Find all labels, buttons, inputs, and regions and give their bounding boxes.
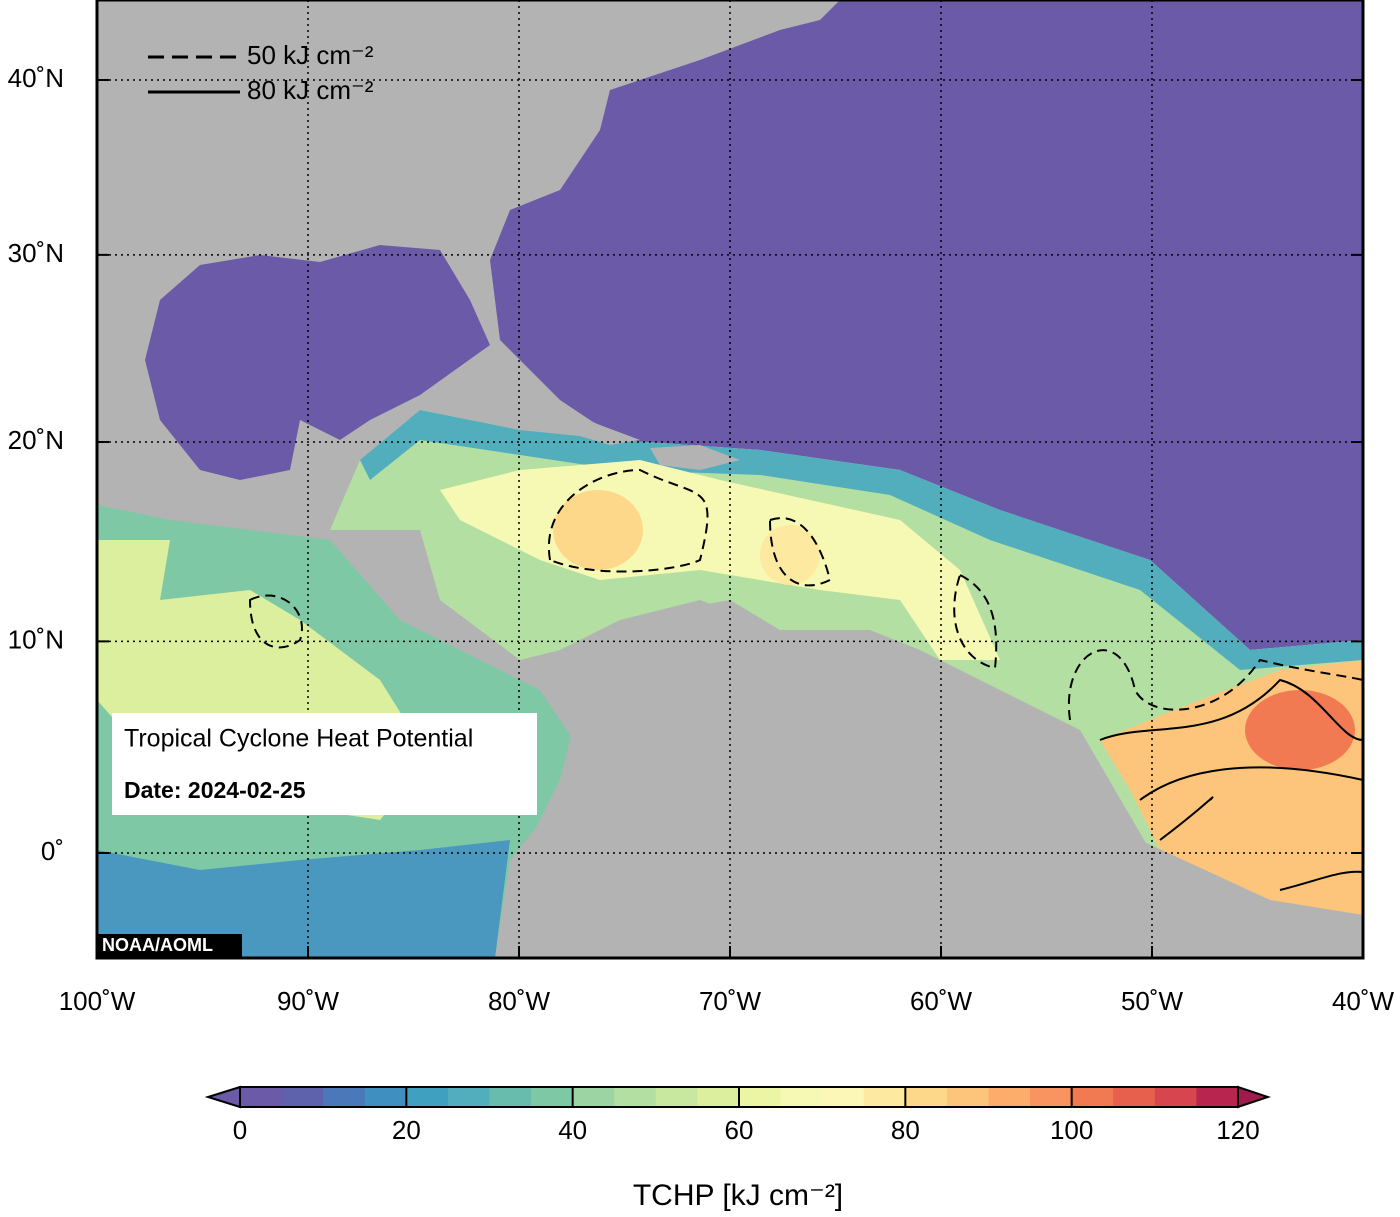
colorbar-tick-label: 20: [392, 1115, 421, 1145]
x-tick-label: 100˚W: [59, 986, 136, 1016]
y-tick-label: 40˚N: [8, 63, 64, 93]
warm-core: [760, 525, 820, 585]
guiana-core: [1245, 690, 1355, 770]
y-tick-label: 30˚N: [8, 238, 64, 268]
gulf-of-mexico: [145, 245, 490, 480]
colorbar-bin: [240, 1087, 283, 1107]
colorbar-bin: [531, 1087, 574, 1107]
colorbar-bin: [988, 1087, 1031, 1107]
colorbar-bin: [323, 1087, 366, 1107]
colorbar-bin: [1196, 1087, 1239, 1107]
map-title: Tropical Cyclone Heat Potential: [124, 725, 473, 753]
colorbar-tick-label: 100: [1050, 1115, 1093, 1145]
x-tick-label: 90˚W: [277, 986, 340, 1016]
colorbar-tick-label: 120: [1216, 1115, 1259, 1145]
colorbar-tick-label: 80: [891, 1115, 920, 1145]
colorbar-bin: [822, 1087, 865, 1107]
colorbar-bin: [1154, 1087, 1197, 1107]
y-tick-label: 10˚N: [8, 624, 64, 654]
x-tick-label: 60˚W: [910, 986, 973, 1016]
hispaniola: [650, 445, 740, 470]
cuba: [420, 390, 640, 445]
x-tick-label: 40˚W: [1332, 986, 1395, 1016]
colorbar-bin: [905, 1087, 948, 1107]
colorbar-bin: [1030, 1087, 1073, 1107]
legend-label: 80 kJ cm⁻²: [247, 75, 374, 105]
colorbar-bin: [489, 1087, 532, 1107]
colorbar-bin: [946, 1087, 989, 1107]
colorbar-label: TCHP [kJ cm⁻²]: [633, 1179, 843, 1212]
x-tick-label: 70˚W: [699, 986, 762, 1016]
south-america: [510, 600, 1363, 958]
colorbar-tick-label: 60: [725, 1115, 754, 1145]
colorbar-over: [1237, 1085, 1272, 1109]
band-edge: [360, 410, 1363, 670]
legend: 50 kJ cm⁻² 80 kJ cm⁻²: [148, 40, 374, 105]
colorbar-under: [204, 1085, 241, 1109]
map-frame: [95, 0, 1365, 960]
colorbar-bin: [1113, 1087, 1156, 1107]
colorbar-bin: [739, 1087, 782, 1107]
info-box: [112, 713, 537, 815]
colorbar-bin: [364, 1087, 407, 1107]
colorbar-bin: [406, 1087, 449, 1107]
colorbar-bin: [863, 1087, 906, 1107]
credit: NOAA/AOML: [102, 935, 213, 955]
colorbar-tick-label: 0: [233, 1115, 247, 1145]
atlantic-ocean: [490, 0, 1363, 650]
colorbar-bin: [614, 1087, 657, 1107]
x-tick-label: 50˚W: [1121, 986, 1184, 1016]
legend-label: 50 kJ cm⁻²: [247, 40, 374, 70]
colorbar-bin: [697, 1087, 740, 1107]
colorbar-bin: [780, 1087, 823, 1107]
colorbar: 0 20 40 60 80 100 120: [204, 1085, 1272, 1145]
warm-core: [553, 490, 643, 570]
colorbar-tick-label: 40: [558, 1115, 587, 1145]
colorbar-bin: [1071, 1087, 1114, 1107]
x-tick-label: 80˚W: [488, 986, 551, 1016]
pacific-cool: [97, 840, 510, 958]
colorbar-bin: [572, 1087, 615, 1107]
map-date: Date: 2024-02-25: [124, 777, 306, 803]
contours: [248, 468, 1363, 891]
credit-box: [97, 934, 242, 958]
colorbar-bin: [281, 1087, 324, 1107]
colorbar-bin: [447, 1087, 490, 1107]
colorbar-bin: [655, 1087, 698, 1107]
y-tick-label: 20˚N: [8, 425, 64, 455]
y-tick-label: 0˚: [41, 836, 64, 866]
